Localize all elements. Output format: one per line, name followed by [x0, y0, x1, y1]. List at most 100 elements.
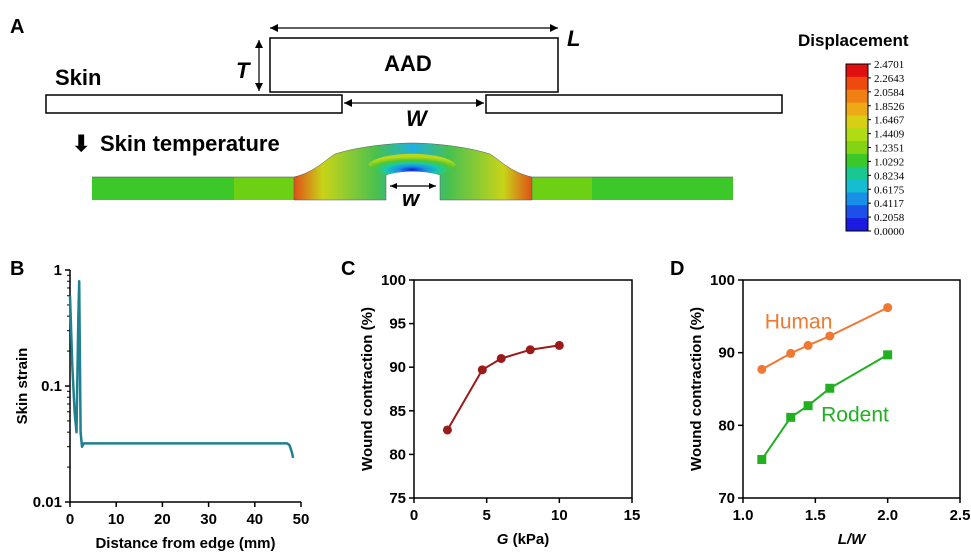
colorbar-swatch	[846, 141, 868, 155]
data-point	[825, 383, 835, 393]
colorbar-swatch	[846, 64, 868, 78]
l-arrow-left-icon	[270, 24, 278, 32]
l-label: L	[567, 26, 580, 51]
colorbar-tick-label: 0.6175	[874, 184, 905, 196]
plot-frame	[742, 279, 961, 499]
x-tick-label: 2.0	[877, 507, 898, 524]
sim-skin-mid-left	[234, 177, 294, 200]
colorbar-swatch	[846, 89, 868, 104]
y-tick-label: 85	[389, 403, 406, 420]
sim-skin-dome	[368, 153, 456, 175]
x-tick-label: 10	[551, 507, 568, 524]
data-point	[496, 353, 506, 363]
y-tick-label: 0.1	[41, 378, 62, 395]
skin-temperature-label: Skin temperature	[100, 131, 280, 156]
colorbar-swatch	[846, 179, 868, 193]
x-tick-label: 0	[66, 511, 74, 528]
w-arrow-left-icon	[344, 99, 352, 107]
colorbar-swatch	[846, 205, 868, 219]
data-point	[825, 331, 835, 341]
skin-block-left	[45, 94, 343, 114]
colorbar-swatch	[846, 166, 868, 181]
panel-c-label: C	[341, 258, 355, 280]
x-tick-label: 20	[154, 511, 171, 528]
l-arrow-right-icon	[550, 24, 558, 32]
chart-d: 1.0 1.5 2.0 2.5 70 80 90 100 L/W Wound contractio…	[688, 272, 970, 548]
x-tick-label: 5	[482, 507, 490, 524]
data-point	[757, 454, 767, 464]
x-tick-label: 15	[624, 507, 641, 524]
colorbar-tick-label: 2.2643	[874, 73, 905, 85]
skin-block-right	[485, 94, 783, 114]
y-tick-label: 100	[381, 272, 406, 289]
chart-c: 0 5 10 15 75 80 85 90 95 100 G (kPa) Wound contract…	[359, 272, 640, 548]
t-arrow-up-icon	[255, 40, 263, 48]
colorbar-tick-label: 1.0292	[874, 156, 904, 168]
data-point	[477, 365, 487, 375]
y-tick-label: 95	[389, 316, 406, 333]
y-axis-label: Wound contraction (%)	[688, 307, 705, 471]
series-line	[68, 279, 295, 459]
x-tick-label: 10	[108, 511, 125, 528]
t-label: T	[236, 58, 251, 83]
data-point	[883, 303, 893, 313]
x-tick-label: 40	[246, 511, 263, 528]
panel-b-label: B	[10, 258, 24, 280]
sim-skin-bump	[293, 142, 533, 201]
colorbar-tick-label: 1.6467	[874, 115, 905, 127]
data-point	[786, 348, 796, 358]
data-point	[803, 340, 813, 350]
panel-a: A L AAD T Skin W ⬇ Skin temperature	[10, 16, 909, 238]
colorbar-tick-label: 2.4701	[874, 59, 904, 71]
data-point	[525, 345, 535, 355]
w-arrow-right-icon	[476, 99, 484, 107]
skin-label: Skin	[55, 65, 101, 90]
aad-label: AAD	[384, 51, 432, 76]
x-tick-label: 30	[200, 511, 217, 528]
y-tick-label: 75	[389, 490, 406, 507]
colorbar-swatch	[846, 218, 868, 232]
data-point	[786, 412, 796, 422]
colorbar-swatch	[846, 102, 868, 116]
colorbar-tick-label: 1.4409	[874, 129, 905, 141]
colorbar-swatch	[846, 192, 868, 206]
colorbar: 2.4701 2.2643 2.0584 1.8526 1.6467 1.4409 1.23…	[845, 59, 905, 238]
sim-skin-mid-right	[532, 177, 592, 200]
w-lower-label: w	[402, 186, 421, 211]
y-tick-label: 90	[389, 359, 406, 376]
colorbar-tick-label: 0.4117	[874, 198, 904, 210]
x-tick-label: 1.5	[805, 507, 826, 524]
y-axis-label: Wound contraction (%)	[359, 307, 376, 471]
x-tick-label: 0	[410, 507, 418, 524]
colorbar-swatch	[846, 153, 868, 168]
colorbar-tick-label: 1.8526	[874, 101, 905, 113]
data-point	[883, 350, 893, 360]
y-tick-label: 80	[718, 417, 735, 434]
panel-d-label: D	[670, 258, 684, 280]
colorbar-title: Displacement	[798, 31, 909, 50]
x-tick-label: 50	[293, 511, 310, 528]
aad-block	[269, 37, 559, 93]
plot-frame	[413, 279, 633, 499]
y-tick-label: 100	[710, 272, 735, 289]
y-tick-label: 0.01	[33, 494, 62, 511]
series-label: Human	[765, 311, 833, 334]
y-tick-label: 80	[389, 446, 406, 463]
colorbar-tick-label: 0.8234	[874, 170, 905, 182]
t-arrow-down-icon	[255, 83, 263, 91]
down-arrow-icon: ⬇	[72, 131, 90, 156]
sim-skin-far-left	[92, 177, 234, 200]
x-axis-label: Distance from edge (mm)	[95, 535, 275, 552]
colorbar-tick-label: 2.0584	[874, 87, 905, 99]
colorbar-swatch	[846, 115, 868, 129]
w-upper-label: W	[406, 106, 429, 131]
y-tick-label: 90	[718, 345, 735, 362]
x-axis-label: G (kPa)	[497, 531, 550, 548]
colorbar-swatch	[846, 128, 868, 142]
colorbar-swatch	[846, 76, 868, 91]
data-point	[757, 364, 767, 374]
colorbar-tick-label: 1.2351	[874, 143, 904, 155]
y-tick-label: 1	[54, 262, 62, 279]
data-point	[442, 425, 452, 435]
